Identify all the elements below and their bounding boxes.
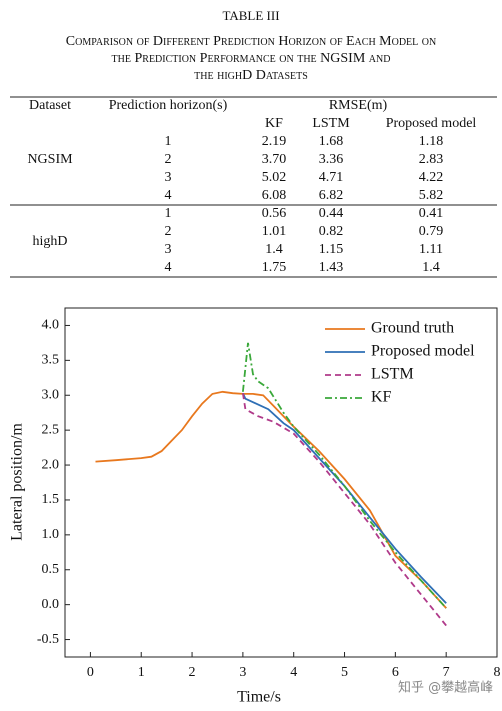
table-subheader: Proposed model xyxy=(386,116,477,131)
y-tick-label: 1.5 xyxy=(42,492,60,507)
table-header: Dataset xyxy=(29,98,71,113)
x-tick-label: 5 xyxy=(341,665,348,680)
table-cell: 4 xyxy=(165,188,172,203)
y-tick-label: 0.0 xyxy=(42,597,60,612)
table-cell: 2.19 xyxy=(262,134,287,149)
series-line xyxy=(242,392,447,604)
legend-label: KF xyxy=(371,389,392,406)
table-cell: 5.02 xyxy=(262,170,287,185)
table-cell: 1.43 xyxy=(319,260,344,275)
y-tick-label: 2.5 xyxy=(42,422,60,437)
table-cell: 1.4 xyxy=(422,260,440,275)
table-cell: 6.08 xyxy=(262,188,287,203)
x-tick-label: 3 xyxy=(239,665,246,680)
watermark: 知乎 @攀越高峰 xyxy=(398,680,493,696)
table-cell: highD xyxy=(33,234,68,249)
table-cell: 4 xyxy=(165,260,172,275)
x-tick-label: 2 xyxy=(189,665,196,680)
table-cell: 3.36 xyxy=(319,152,344,167)
x-tick-label: 1 xyxy=(138,665,145,680)
x-tick-label: 6 xyxy=(392,665,399,680)
table-cell: 1.15 xyxy=(319,242,344,257)
table-cell: 0.56 xyxy=(262,206,287,221)
table-header: Prediction horizon(s) xyxy=(109,98,228,113)
series-line xyxy=(242,342,447,609)
series-line xyxy=(95,390,447,609)
series-line xyxy=(242,393,447,627)
y-tick-label: 1.0 xyxy=(42,527,60,542)
table-cell: 1.01 xyxy=(262,224,287,239)
x-tick-label: 7 xyxy=(443,665,450,680)
table-cell: 1.4 xyxy=(265,242,283,257)
table-cell: NGSIM xyxy=(27,152,73,167)
y-tick-label: 0.5 xyxy=(42,562,60,577)
table-cell: 4.22 xyxy=(419,170,444,185)
y-tick-label: -0.5 xyxy=(37,632,59,647)
table-cell: 2 xyxy=(165,152,172,167)
y-tick-label: 2.0 xyxy=(42,457,60,472)
table-cell: 1 xyxy=(165,206,172,221)
table-cell: 1 xyxy=(165,134,172,149)
table-cell: 3 xyxy=(165,242,172,257)
y-tick-label: 3.5 xyxy=(42,353,60,368)
table-cell: 0.82 xyxy=(319,224,344,239)
table-cell: 0.41 xyxy=(419,206,444,221)
table-subheader: LSTM xyxy=(312,116,350,131)
table-label: TABLE III xyxy=(222,8,279,23)
y-tick-label: 4.0 xyxy=(42,318,60,333)
x-tick-label: 8 xyxy=(494,665,501,680)
table-cell: 4.71 xyxy=(319,170,344,185)
table-cell: 2.83 xyxy=(419,152,444,167)
table-subheader: KF xyxy=(265,116,283,131)
table-cell: 3 xyxy=(165,170,172,185)
legend-label: LSTM xyxy=(371,366,414,383)
x-tick-label: 4 xyxy=(290,665,297,680)
table-header: RMSE(m) xyxy=(329,98,388,113)
table-cell: 1.75 xyxy=(262,260,287,275)
y-axis-label: Lateral position/m xyxy=(9,423,26,541)
y-tick-label: 3.0 xyxy=(42,387,60,402)
caption: the Prediction Performance on the NGSIM … xyxy=(112,51,391,66)
table-cell: 6.82 xyxy=(319,188,344,203)
caption: Comparison of Different Prediction Horiz… xyxy=(66,34,436,49)
table-cell: 5.82 xyxy=(419,188,444,203)
legend-label: Ground truth xyxy=(371,320,454,337)
x-axis-label: Time/s xyxy=(237,689,281,706)
table-cell: 0.79 xyxy=(419,224,444,239)
legend-label: Proposed model xyxy=(371,343,475,360)
table-cell: 1.11 xyxy=(419,242,443,257)
table-cell: 0.44 xyxy=(319,206,344,221)
table-cell: 3.70 xyxy=(262,152,287,167)
table-cell: 1.68 xyxy=(319,134,344,149)
table-cell: 2 xyxy=(165,224,172,239)
x-tick-label: 0 xyxy=(87,665,94,680)
plot-frame xyxy=(64,307,498,658)
table-cell: 1.18 xyxy=(419,134,444,149)
caption: the highD Datasets xyxy=(194,68,308,83)
